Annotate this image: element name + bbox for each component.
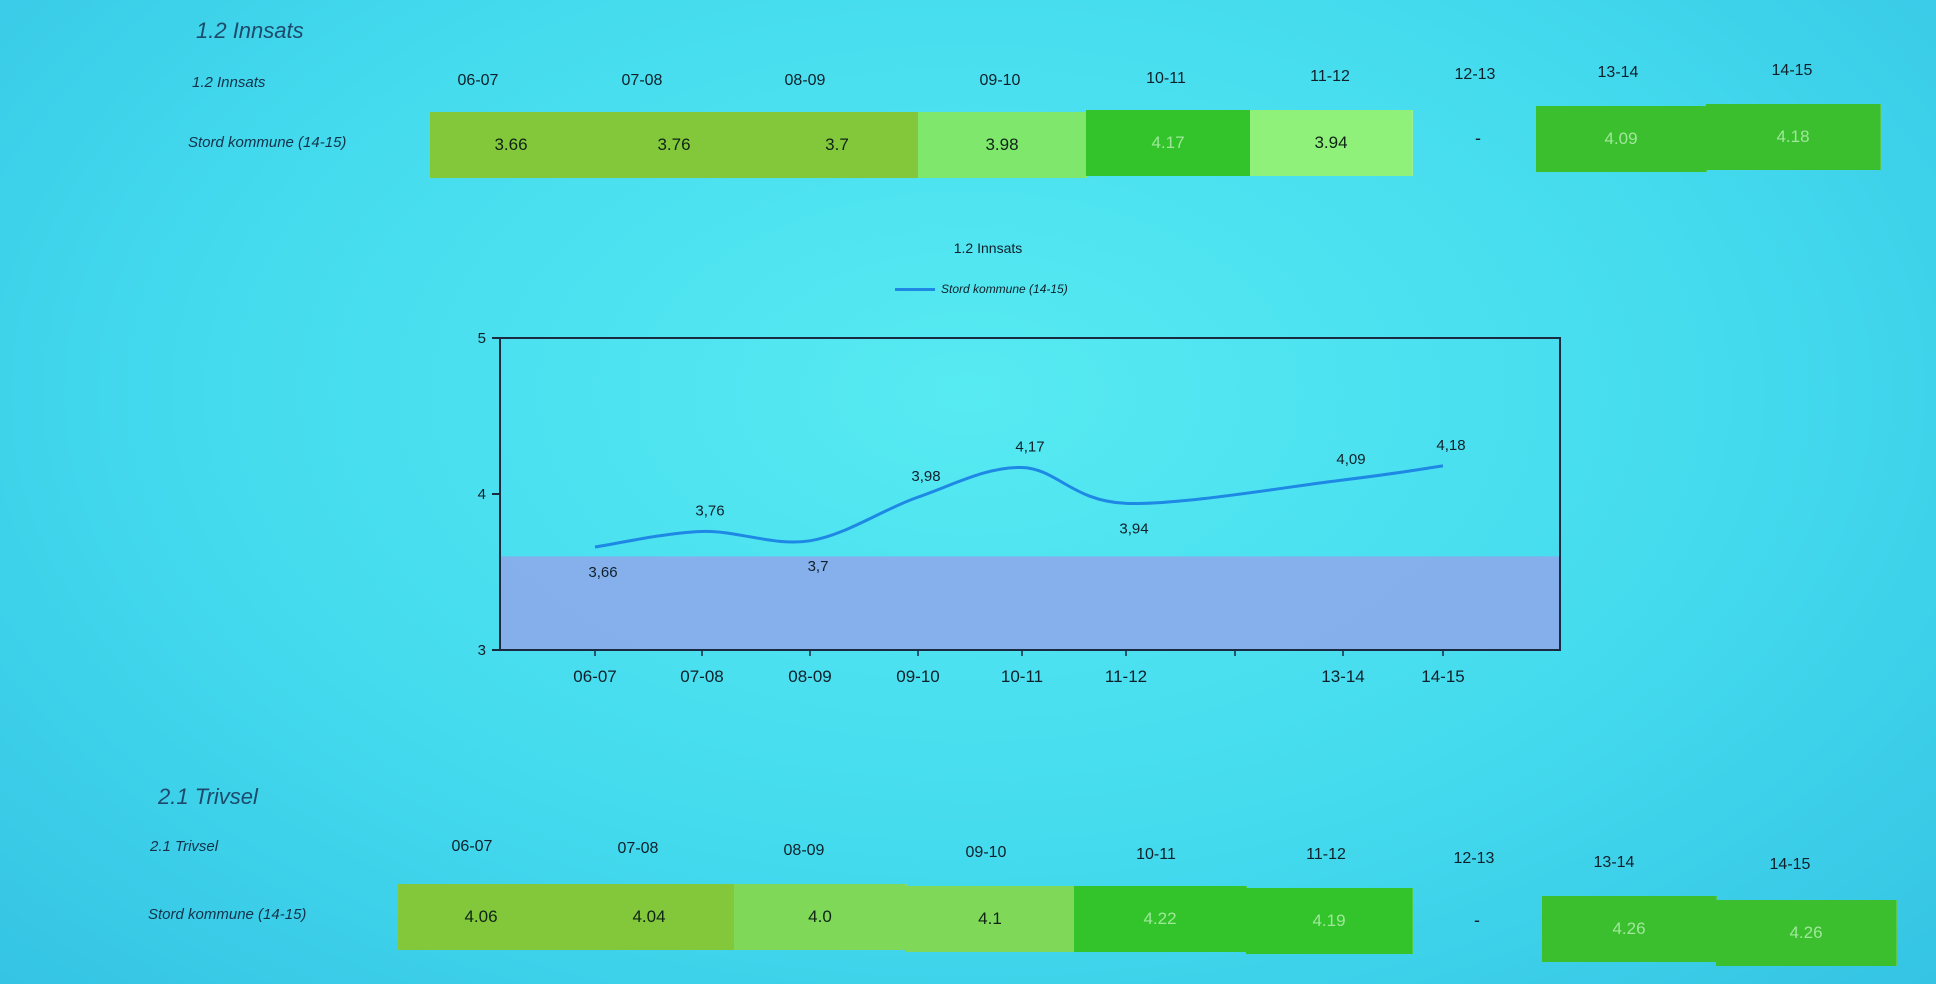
- column-header-09-10: 09-10: [979, 72, 1021, 89]
- value-cell: 3.7: [756, 112, 919, 178]
- row-label-trivsel: Stord kommune (14-15): [148, 906, 307, 923]
- value-cell: 4.17: [1086, 110, 1251, 176]
- value-cell: 4.18: [1706, 104, 1881, 170]
- value-cell: 4.06: [398, 884, 565, 950]
- value-cell: 4.19: [1246, 888, 1413, 954]
- column-header-11-12: 11-12: [1306, 846, 1346, 863]
- column-header-07-08: 07-08: [621, 72, 663, 89]
- column-header-14-15: 14-15: [1769, 856, 1811, 873]
- empty-cell: -: [1475, 128, 1481, 148]
- data-label: 3,94: [1119, 520, 1148, 537]
- reference-band: [500, 556, 1560, 650]
- column-header-06-07: 06-07: [457, 72, 499, 89]
- x-tick-label: 13-14: [1321, 667, 1364, 686]
- column-header-12-13: 12-13: [1453, 850, 1495, 867]
- column-header-08-09: 08-09: [783, 842, 825, 859]
- value-cell: 4.04: [564, 884, 735, 950]
- y-tick-label: 4: [478, 486, 486, 503]
- y-tick-label: 3: [478, 642, 486, 659]
- column-header-08-09: 08-09: [784, 72, 826, 89]
- section-title-innsats: 1.2 Innsats: [196, 18, 304, 43]
- value-cell: 4.26: [1716, 900, 1897, 966]
- column-header-10-11: 10-11: [1146, 70, 1186, 87]
- y-tick-label: 5: [478, 330, 486, 347]
- value-cell: 3.94: [1250, 110, 1413, 176]
- column-header-09-10: 09-10: [965, 844, 1007, 861]
- value-cell: 4.0: [734, 884, 907, 950]
- data-label: 4,09: [1336, 451, 1365, 468]
- column-header-11-12: 11-12: [1310, 68, 1350, 85]
- chart-legend: Stord kommune (14-15): [895, 282, 1068, 296]
- value-cell: 4.26: [1542, 896, 1717, 962]
- legend-label: Stord kommune (14-15): [941, 282, 1068, 296]
- data-label: 3,66: [588, 564, 617, 581]
- value-cell: 4.09: [1536, 106, 1707, 172]
- value-cell: 4.1: [906, 886, 1075, 952]
- data-label: 3,98: [911, 468, 940, 485]
- section-title-trivsel: 2.1 Trivsel: [158, 784, 258, 809]
- data-label: 4,17: [1015, 438, 1044, 455]
- value-cell: 3.98: [918, 112, 1087, 178]
- column-header-12-13: 12-13: [1454, 66, 1496, 83]
- table-label-innsats: 1.2 Innsats: [192, 74, 266, 91]
- series-line: [594, 464, 1444, 549]
- value-cell: 3.66: [430, 112, 593, 178]
- data-label: 3,7: [808, 558, 829, 575]
- x-tick-label: 10-11: [1001, 667, 1043, 686]
- x-tick-label: 06-07: [573, 667, 616, 686]
- chart-title: 1.2 Innsats: [953, 240, 1023, 256]
- x-tick-label: 14-15: [1421, 667, 1464, 686]
- empty-cell: -: [1474, 910, 1480, 930]
- data-label: 4,18: [1436, 437, 1465, 454]
- column-header-07-08: 07-08: [617, 840, 659, 857]
- data-label: 3,76: [695, 502, 724, 519]
- x-tick-label: 08-09: [788, 667, 831, 686]
- column-header-13-14: 13-14: [1593, 854, 1635, 871]
- column-header-13-14: 13-14: [1597, 64, 1639, 81]
- row-label-innsats: Stord kommune (14-15): [188, 134, 347, 151]
- column-header-10-11: 10-11: [1136, 846, 1176, 863]
- legend-line-icon: [895, 287, 935, 291]
- column-header-14-15: 14-15: [1771, 62, 1813, 79]
- value-cell: 4.22: [1074, 886, 1247, 952]
- value-cell: 3.76: [592, 112, 757, 178]
- x-tick-label: 11-12: [1105, 667, 1147, 686]
- x-tick-label: 09-10: [896, 667, 939, 686]
- table-label-trivsel: 2.1 Trivsel: [150, 838, 219, 855]
- column-header-06-07: 06-07: [451, 838, 493, 855]
- x-tick-label: 07-08: [680, 667, 723, 686]
- line-chart: 3 4 5 06-07 07-08 08-09 09-10 10-11 11-12 13-14 14…: [478, 330, 1561, 686]
